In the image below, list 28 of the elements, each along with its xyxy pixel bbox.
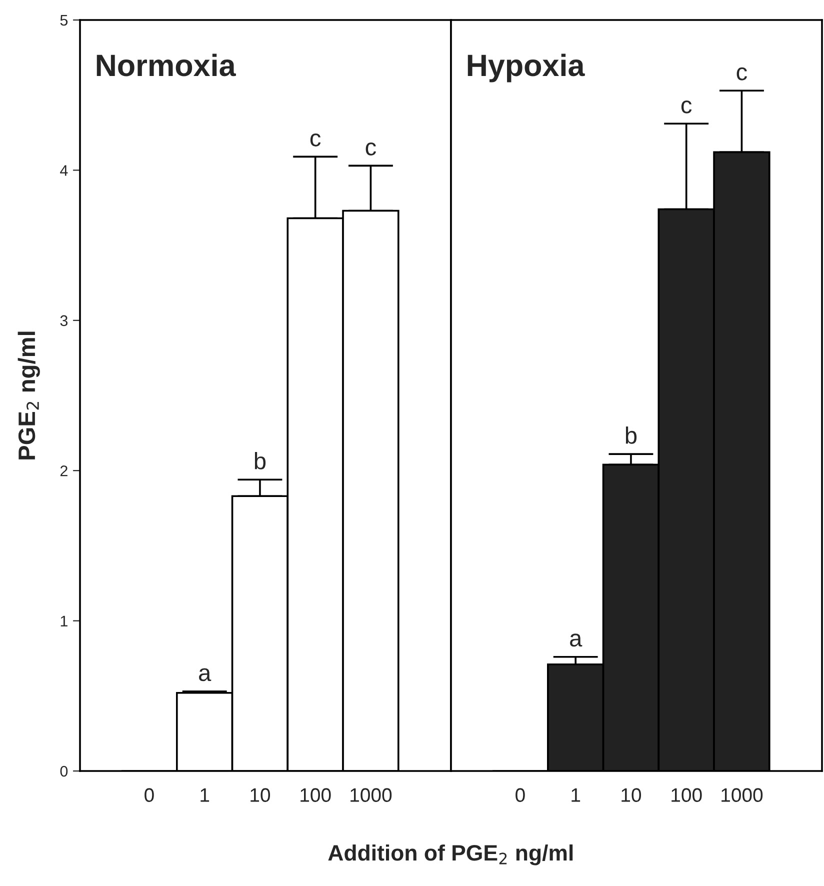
x-tick-label: 1 (572, 788, 580, 802)
x-axis-title: Addition of PGE$_{2}$ ng/ml (328, 844, 573, 866)
annotation: c (366, 142, 376, 156)
annotation: c (736, 67, 747, 80)
x-tick-label: 0 (516, 788, 525, 802)
annotation: a (199, 668, 212, 682)
x-tick-label: 1000 (350, 788, 392, 802)
annotation: c (310, 134, 321, 146)
y-tick-label: 4 (60, 165, 68, 176)
y-tick-label: 3 (60, 315, 68, 326)
y-tick-label: 1 (60, 616, 68, 626)
x-tick-label: 10 (250, 788, 270, 802)
annotation: a (570, 634, 582, 647)
text: Hypoxia (468, 54, 585, 82)
annotation: b (254, 452, 266, 470)
annotation: b (626, 426, 637, 444)
x-tick-label: 0 (144, 788, 154, 802)
x-tick-label: 100 (300, 788, 331, 802)
y-tick-label: 2 (60, 465, 68, 476)
y-tick-label: 5 (60, 15, 68, 26)
x-tick-label: 100 (672, 788, 702, 802)
x-tick-label: 1 (200, 788, 210, 802)
y-axis-title: PGE$_{2}$ ng/ml (18, 332, 40, 460)
annotation: c (681, 100, 692, 114)
x-tick-label: 1000 (722, 788, 763, 802)
text: Normoxia (96, 54, 236, 76)
x-tick-label: 10 (622, 788, 642, 802)
y-tick-label: 0 (60, 766, 68, 777)
